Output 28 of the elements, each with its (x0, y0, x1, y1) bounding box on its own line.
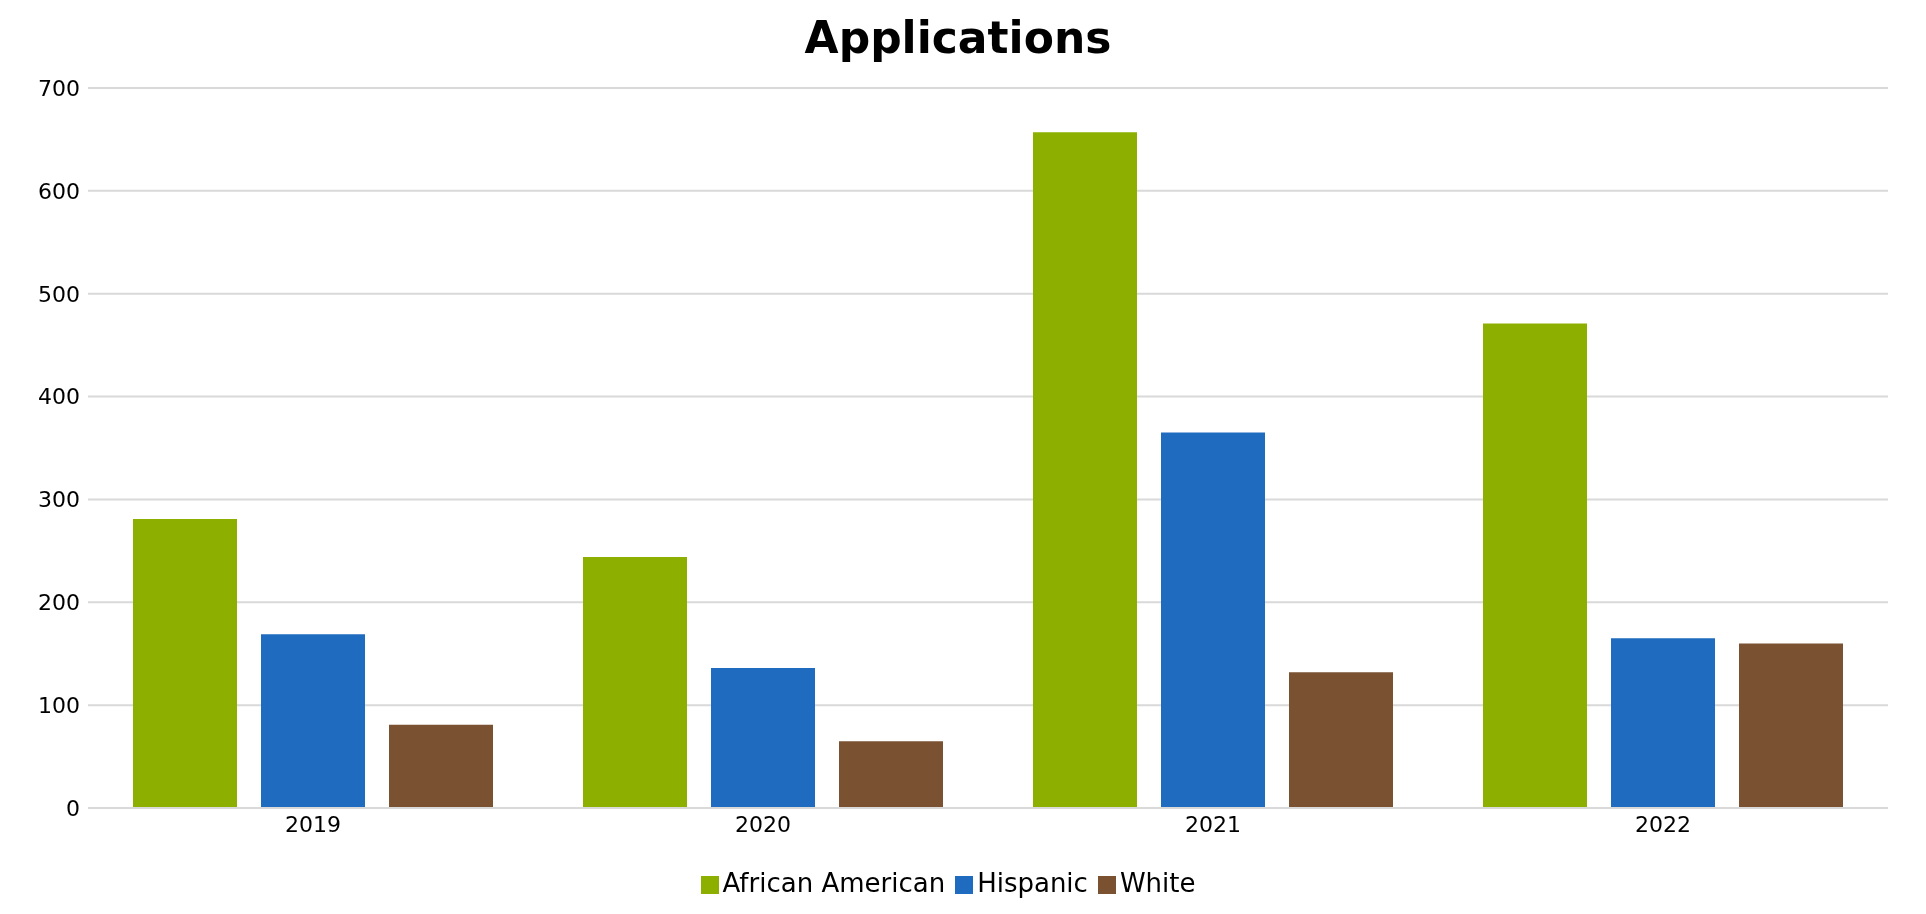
y-tick-label: 400 (38, 384, 80, 410)
y-tick-label: 200 (38, 590, 80, 616)
bar (711, 668, 815, 808)
y-tick-label: 700 (38, 75, 80, 101)
y-tick-label: 300 (38, 487, 80, 513)
bar (1161, 432, 1265, 808)
bar (261, 634, 365, 808)
x-tick-label: 2021 (1185, 811, 1241, 837)
bar (133, 518, 237, 808)
chart-title: Applications (803, 11, 1113, 65)
y-tick-label: 100 (38, 692, 80, 718)
y-tick-label: 600 (38, 178, 80, 204)
bar (583, 557, 687, 808)
bar (1739, 643, 1843, 808)
legend-label: African American (722, 868, 946, 898)
bar (1033, 132, 1137, 808)
bar (1483, 323, 1587, 808)
bar (839, 741, 943, 808)
legend-label: Hispanic (977, 868, 1088, 898)
legend-label: White (1119, 868, 1196, 898)
bar (1611, 638, 1715, 808)
bar (1289, 672, 1393, 808)
x-tick-label: 2019 (285, 811, 341, 837)
bar (389, 724, 493, 808)
y-tick-label: 0 (66, 795, 80, 821)
x-tick-label: 2020 (735, 811, 791, 837)
y-tick-label: 500 (38, 281, 80, 307)
x-tick-label: 2022 (1635, 811, 1691, 837)
